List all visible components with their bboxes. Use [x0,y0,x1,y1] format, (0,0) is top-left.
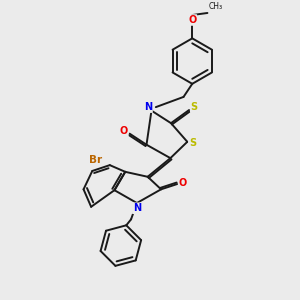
Text: O: O [188,15,196,25]
Text: Br: Br [89,155,102,165]
Text: S: S [189,138,196,148]
Text: O: O [179,178,187,188]
Text: S: S [191,102,198,112]
Text: CH₃: CH₃ [209,2,223,11]
Text: N: N [144,102,152,112]
Text: O: O [120,126,128,136]
Text: N: N [133,203,141,213]
